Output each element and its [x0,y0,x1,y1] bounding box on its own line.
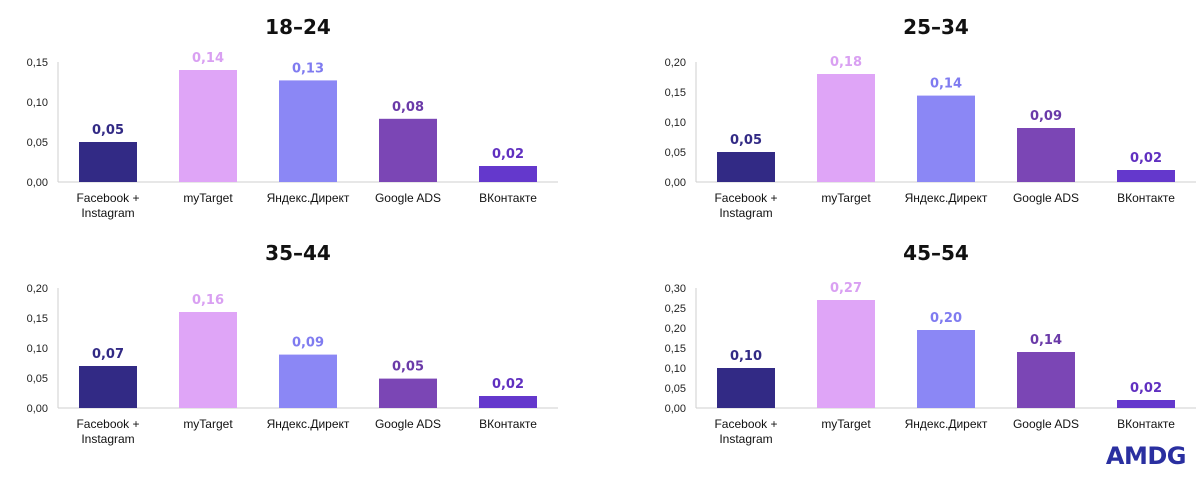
data-label: 0,14 [192,51,224,66]
y-tick-label: 0,00 [665,403,686,415]
bar [1017,352,1075,408]
y-tick-label: 0,25 [665,303,686,315]
data-label: 0,16 [192,293,224,308]
x-tick-label: Instagram [81,206,134,220]
x-tick-label: myTarget [821,191,871,205]
x-tick-label: ВКонтакте [479,417,537,431]
y-tick-label: 0,00 [665,177,686,189]
x-tick-label: Яндекс.Директ [267,417,350,431]
bar-chart: 25–34 0,00 0,05 0,10 0,15 0,20 0,05 Facebook +I… [665,15,1196,220]
bar [79,142,137,182]
x-tick-label: Instagram [719,432,772,446]
data-label: 0,07 [92,347,124,362]
bar [479,396,537,408]
data-label: 0,08 [392,100,424,115]
x-tick-label: ВКонтакте [1117,191,1175,205]
bar [179,312,237,408]
data-label: 0,27 [830,281,862,296]
bar [279,354,337,408]
bar [179,70,237,182]
data-label: 0,14 [1030,333,1062,348]
bar [1117,400,1175,408]
bar [379,118,437,182]
x-tick-label: Instagram [81,432,134,446]
bar [917,95,975,182]
data-label: 0,02 [1130,381,1162,396]
chart-title: 25–34 [903,15,969,39]
x-tick-label: Facebook + [76,191,139,205]
y-tick-label: 0,10 [665,363,686,375]
bar-chart: 18–24 0,00 0,05 0,10 0,15 0,05 Facebook +Insta… [27,15,558,220]
y-tick-label: 0,00 [27,403,48,415]
x-tick-label: Facebook + [76,417,139,431]
y-tick-label: 0,20 [27,283,48,295]
data-label: 0,20 [930,311,962,326]
y-tick-label: 0,10 [27,97,48,109]
x-tick-label: myTarget [821,417,871,431]
bar [79,366,137,408]
y-tick-label: 0,15 [27,57,48,69]
x-tick-label: Facebook + [714,417,777,431]
data-label: 0,09 [292,336,324,351]
data-label: 0,02 [492,147,524,162]
bar [917,330,975,408]
chart-title: 18–24 [265,15,331,39]
chart-panel-25-34: 25–34 0,00 0,05 0,10 0,15 0,20 0,05 Facebook + I… [648,8,1200,238]
y-tick-label: 0,15 [665,343,686,355]
y-tick-label: 0,05 [665,147,686,159]
y-tick-label: 0,30 [665,283,686,295]
data-label: 0,05 [392,360,424,375]
data-label: 0,02 [1130,151,1162,166]
data-label: 0,10 [730,349,762,364]
bar [1117,170,1175,182]
x-tick-label: Яндекс.Директ [905,417,988,431]
x-tick-label: Яндекс.Директ [905,191,988,205]
bar [279,80,337,182]
x-tick-label: ВКонтакте [1117,417,1175,431]
y-tick-label: 0,05 [665,383,686,395]
bar [717,368,775,408]
y-tick-label: 0,20 [665,57,686,69]
x-tick-label: myTarget [183,417,233,431]
bar [1017,128,1075,182]
y-tick-label: 0,15 [665,87,686,99]
y-tick-label: 0,15 [27,313,48,325]
bar-chart: 45–54 0,00 0,05 0,10 0,15 0,20 0,25 0,30 0,10 Fac… [665,241,1196,446]
y-tick-label: 0,10 [665,117,686,129]
data-label: 0,13 [292,61,324,76]
chart-panel-45-54: 45–54 0,00 0,05 0,10 0,15 0,20 0,25 0,30 0,10 Fac… [648,234,1200,464]
bar [717,152,775,182]
bar [817,300,875,408]
y-tick-label: 0,10 [27,343,48,355]
x-tick-label: Google ADS [375,191,441,205]
data-label: 0,05 [730,133,762,148]
x-tick-label: Google ADS [375,417,441,431]
y-tick-label: 0,05 [27,373,48,385]
chart-title: 45–54 [903,241,969,265]
y-tick-label: 0,20 [665,323,686,335]
chart-panel-35-44: 35–44 0,00 0,05 0,10 0,15 0,20 0,07 Facebook + I… [10,234,570,464]
bar [817,74,875,182]
bar [379,378,437,408]
x-tick-label: Instagram [719,206,772,220]
brand-logo: AMDG [1105,442,1187,470]
x-tick-label: ВКонтакте [479,191,537,205]
data-label: 0,18 [830,55,862,70]
bar-chart: 35–44 0,00 0,05 0,10 0,15 0,20 0,07 Facebook +I… [27,241,558,446]
chart-title: 35–44 [265,241,331,265]
data-label: 0,09 [1030,109,1062,124]
data-label: 0,14 [930,77,962,92]
y-tick-label: 0,00 [27,177,48,189]
y-tick-label: 0,05 [27,137,48,149]
x-tick-label: Google ADS [1013,191,1079,205]
data-label: 0,05 [92,123,124,138]
data-label: 0,02 [492,377,524,392]
bar [479,166,537,182]
chart-panel-18-24: 18–24 0,00 0,05 0,10 0,15 0,05 Facebook + Insta… [10,8,570,238]
x-tick-label: Facebook + [714,191,777,205]
x-tick-label: myTarget [183,191,233,205]
x-tick-label: Google ADS [1013,417,1079,431]
x-tick-label: Яндекс.Директ [267,191,350,205]
